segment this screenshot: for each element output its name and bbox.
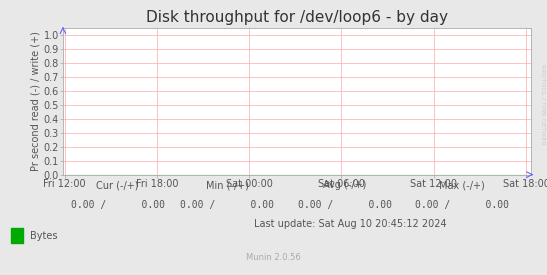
Text: Munin 2.0.56: Munin 2.0.56 [246, 253, 301, 262]
Text: Min (-/+): Min (-/+) [206, 180, 248, 190]
Text: Avg (-/+): Avg (-/+) [323, 180, 366, 190]
Text: Bytes: Bytes [30, 231, 57, 241]
Text: 0.00 /      0.00: 0.00 / 0.00 [180, 200, 274, 210]
Text: 0.00 /      0.00: 0.00 / 0.00 [298, 200, 392, 210]
Text: 0.00 /      0.00: 0.00 / 0.00 [415, 200, 509, 210]
Text: 0.00 /      0.00: 0.00 / 0.00 [71, 200, 165, 210]
Y-axis label: Pr second read (-) / write (+): Pr second read (-) / write (+) [31, 31, 40, 171]
Text: Max (-/+): Max (-/+) [439, 180, 485, 190]
Text: RRDTOOL / TOBI OETIKER: RRDTOOL / TOBI OETIKER [540, 64, 546, 145]
Text: Last update: Sat Aug 10 20:45:12 2024: Last update: Sat Aug 10 20:45:12 2024 [254, 219, 446, 229]
Text: Cur (-/+): Cur (-/+) [96, 180, 139, 190]
Title: Disk throughput for /dev/loop6 - by day: Disk throughput for /dev/loop6 - by day [146, 10, 448, 25]
